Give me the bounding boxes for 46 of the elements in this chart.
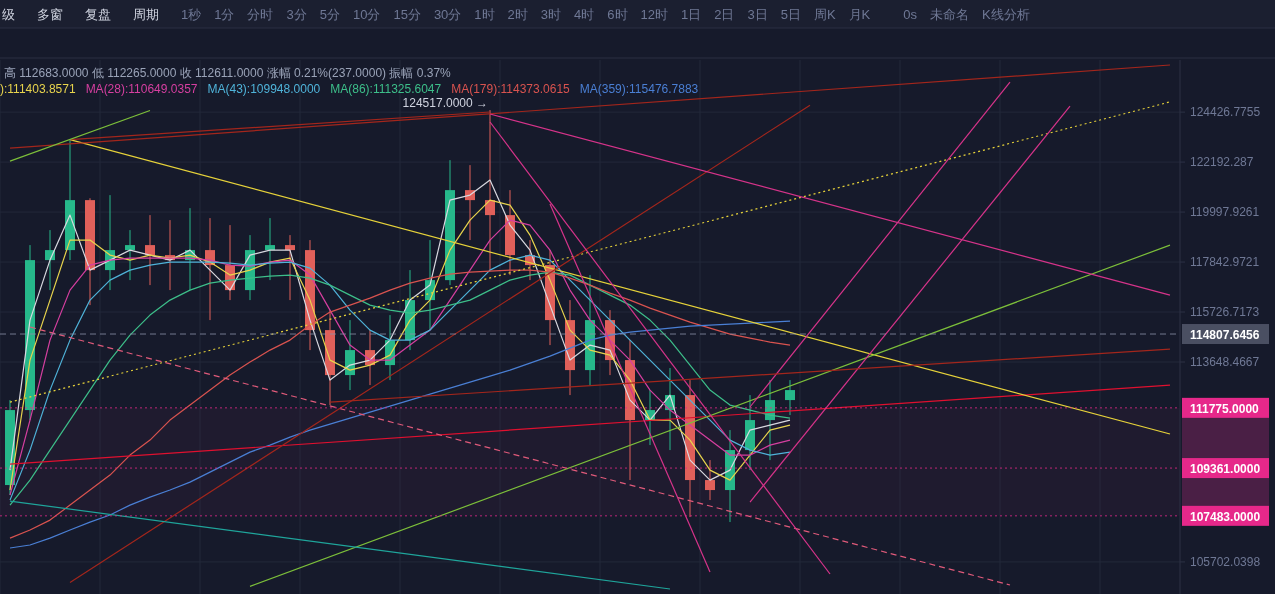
text: 月K bbox=[848, 7, 871, 22]
ref-line-label: 111775.0000 bbox=[1190, 401, 1260, 416]
annotation: 124517.0000 → bbox=[402, 96, 488, 111]
y-tick-label: 113648.4667 bbox=[1190, 355, 1260, 370]
text: 0s bbox=[903, 7, 918, 22]
text: 级 bbox=[2, 7, 15, 22]
text: 1分 bbox=[214, 7, 235, 22]
text: 分时 bbox=[247, 7, 274, 22]
text: 3日 bbox=[747, 7, 768, 22]
text: MA(179):114373.0615 bbox=[451, 82, 571, 96]
text: MA(359):115476.7883 bbox=[579, 82, 699, 96]
y-tick-label: 119997.9261 bbox=[1190, 205, 1260, 220]
ref-line-label: 107483.0000 bbox=[1190, 509, 1261, 524]
y-tick-label: 122192.287 bbox=[1190, 155, 1254, 170]
y-tick-label: 117842.9721 bbox=[1190, 255, 1260, 270]
text: 2时 bbox=[507, 7, 528, 22]
text: 6时 bbox=[607, 7, 628, 22]
annotation: 高 112683.0000 低 112265.0000 收 112611.0000 涨幅 0.21%(237.0000) 振幅 0.37% bbox=[4, 66, 452, 80]
ref-line-label: 109361.0000 bbox=[1190, 462, 1261, 477]
text: 多窗 bbox=[37, 7, 63, 22]
text: 复盘 bbox=[85, 7, 111, 22]
text: 未命名 bbox=[930, 7, 969, 22]
text: 4时 bbox=[574, 7, 595, 22]
y-tick-label: 115726.7173 bbox=[1190, 305, 1260, 320]
text: 3分 bbox=[286, 7, 307, 22]
text: 5分 bbox=[319, 7, 340, 22]
y-tick-label: 105702.0398 bbox=[1190, 554, 1261, 569]
text: 1秒 bbox=[181, 7, 202, 22]
text: 12时 bbox=[640, 7, 668, 22]
y-tick-label: 124426.7755 bbox=[1190, 105, 1261, 120]
text: ):111403.8571 bbox=[0, 82, 76, 96]
text: 30分 bbox=[433, 7, 462, 22]
text: 1时 bbox=[474, 7, 495, 22]
text: 5日 bbox=[780, 7, 801, 22]
ref-line-label: 114807.6456 bbox=[1190, 328, 1260, 343]
text: MA(86):111325.6047 bbox=[330, 82, 442, 96]
text: 3时 bbox=[540, 7, 562, 22]
text: 周期 bbox=[133, 7, 159, 22]
text: MA(28):110649.0357 bbox=[85, 82, 198, 96]
text: 1日 bbox=[680, 7, 702, 22]
text: 15分 bbox=[393, 7, 421, 22]
text: 周K bbox=[813, 7, 836, 22]
text: 10分 bbox=[352, 7, 381, 22]
text: K线分析 bbox=[982, 7, 1030, 22]
text: MA(43):109948.0000 bbox=[207, 82, 321, 96]
text: 2日 bbox=[714, 7, 735, 22]
